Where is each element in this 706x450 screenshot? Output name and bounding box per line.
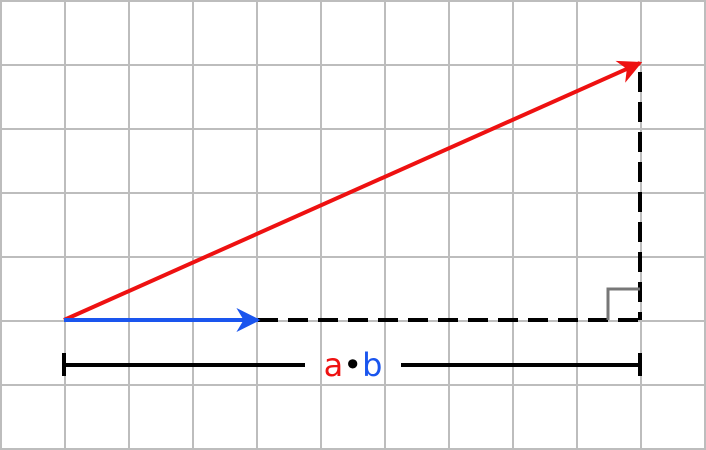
label-a: a <box>324 346 344 384</box>
label-b: b <box>362 346 382 384</box>
label-dot: • <box>343 346 362 384</box>
dot-product-label: a•b <box>324 346 383 384</box>
vector-a-arrow <box>63 60 643 322</box>
right-angle-marker <box>606 287 640 320</box>
